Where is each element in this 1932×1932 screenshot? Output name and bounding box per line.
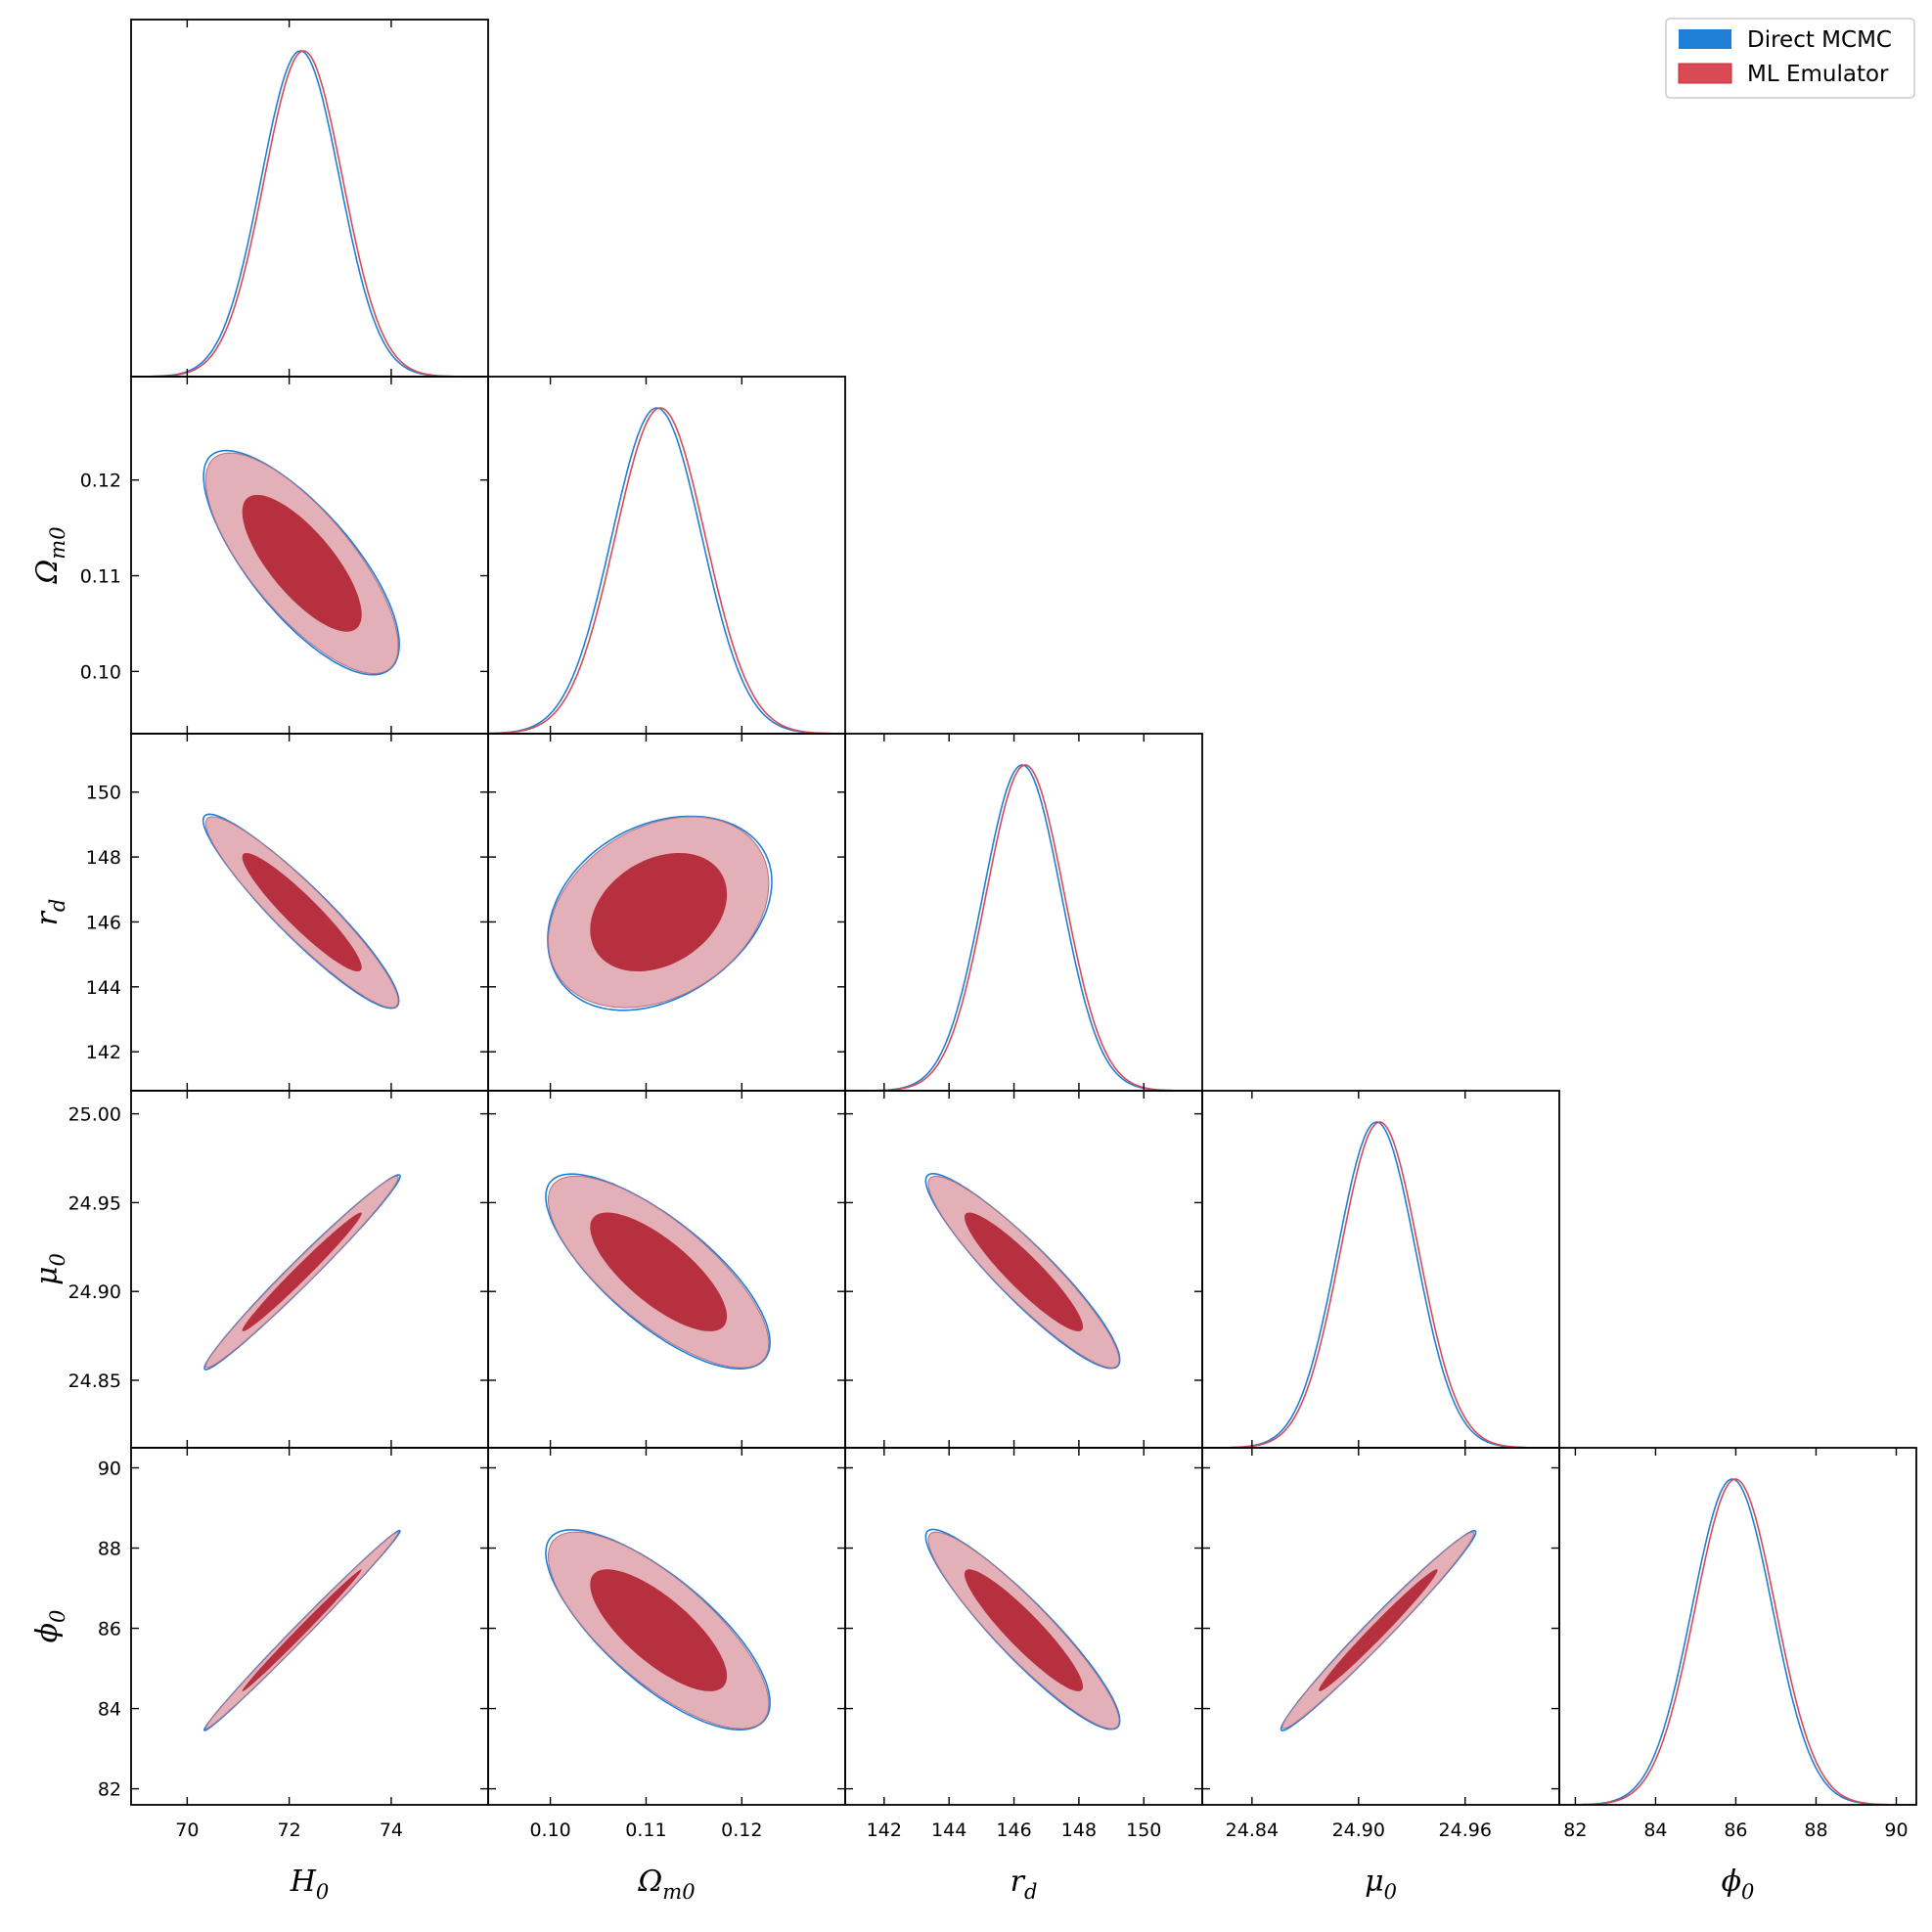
y-tick-label: 86: [98, 1619, 121, 1640]
x-axis-label-4: ϕ0: [1722, 1865, 1755, 1904]
y-tick-label: 150: [86, 783, 121, 804]
x-tick-label: 150: [1126, 1820, 1161, 1841]
panel-4-3: [1280, 1529, 1477, 1731]
x-tick-label: 86: [1724, 1820, 1747, 1841]
panel-1-0: [202, 449, 400, 676]
y-tick-label: 142: [86, 1042, 121, 1063]
contour-outer-direct-mcmc: [545, 1529, 771, 1730]
y-tick-label: 24.85: [68, 1370, 121, 1392]
y-axis-label-3: μ0: [30, 1253, 69, 1285]
x-tick-label: 88: [1804, 1820, 1827, 1841]
x-axis-label-0: H0: [290, 1865, 330, 1904]
contour-inner-ml-emulator: [590, 1569, 728, 1691]
marginal-curve-direct-mcmc: [131, 50, 488, 377]
marginal-curve-direct-mcmc: [845, 764, 1202, 1091]
y-tick-label: 88: [98, 1539, 121, 1560]
panel-frame-3-3: [1201, 1090, 1560, 1449]
panel-2-1: [547, 815, 773, 1011]
panel-3-2: [924, 1173, 1121, 1370]
y-axis-label-1: Ωm0: [30, 526, 69, 584]
panels-layer: 70 72 74 H0 0.10 0.11 0.12 Ωm0 142 144 146 148 150 rd…: [30, 19, 1917, 1904]
panel-frame-4-4: [1558, 1447, 1917, 1806]
x-tick-label: 24.84: [1226, 1820, 1279, 1841]
x-tick-label: 142: [867, 1820, 902, 1841]
x-tick-label: 146: [996, 1820, 1031, 1841]
marginal-curve-ml-emulator: [1559, 1478, 1916, 1805]
panel-3-0: [203, 1174, 401, 1370]
contour-inner-ml-emulator: [1319, 1569, 1438, 1691]
contour-inner-ml-emulator: [242, 853, 362, 971]
y-tick-label: 148: [86, 847, 121, 869]
panel-4-1: [545, 1529, 771, 1730]
legend: Direct MCMC ML Emulator: [1665, 18, 1915, 99]
x-tick-label: 70: [175, 1820, 199, 1841]
x-tick-label: 24.96: [1439, 1820, 1492, 1841]
legend-label-ml-emulator: ML Emulator: [1747, 62, 1889, 87]
marginal-curve-direct-mcmc: [1202, 1121, 1559, 1448]
panel-2-0: [202, 813, 400, 1010]
contour-inner-ml-emulator: [965, 1569, 1083, 1691]
contour-outer-direct-mcmc: [202, 449, 400, 676]
contour-inner-ml-emulator: [242, 1569, 362, 1691]
x-axis-label-1: Ωm0: [637, 1865, 695, 1904]
x-axis-label-2: rd: [1011, 1865, 1038, 1904]
marginal-curve-direct-mcmc: [1559, 1478, 1916, 1805]
y-tick-label: 146: [86, 912, 121, 933]
x-tick-label: 84: [1643, 1820, 1667, 1841]
contour-inner-ml-emulator: [590, 1212, 728, 1331]
panel-4-0: [202, 1529, 401, 1731]
marginal-curve-direct-mcmc: [488, 407, 845, 734]
contour-outer-direct-mcmc: [547, 815, 773, 1011]
x-tick-label: 72: [278, 1820, 301, 1841]
y-tick-label: 25.00: [68, 1104, 121, 1126]
x-tick-label: 148: [1061, 1820, 1097, 1841]
x-tick-label: 144: [931, 1820, 966, 1841]
panel-frame-2-2: [844, 733, 1203, 1092]
contour-inner-ml-emulator: [590, 853, 728, 971]
legend-label-direct-mcmc: Direct MCMC: [1747, 27, 1892, 53]
y-tick-label: 24.95: [68, 1192, 121, 1214]
contour-inner-ml-emulator: [965, 1212, 1083, 1331]
x-tick-label: 0.12: [721, 1820, 762, 1841]
marginal-curve-ml-emulator: [1202, 1121, 1559, 1448]
x-tick-label: 0.11: [625, 1820, 666, 1841]
panel-1-1: [488, 407, 845, 734]
x-tick-label: 74: [380, 1820, 403, 1841]
panel-0-0: [131, 50, 488, 377]
y-axis-label-4: ϕ0: [30, 1610, 69, 1643]
panel-frame-0-0: [130, 19, 489, 378]
marginal-curve-ml-emulator: [488, 407, 845, 734]
panel-4-2: [924, 1528, 1121, 1730]
panel-3-3: [1202, 1121, 1559, 1448]
y-tick-label: 0.12: [80, 471, 121, 492]
y-tick-label: 0.11: [80, 566, 121, 588]
contour-inner-ml-emulator: [242, 494, 362, 632]
legend-swatch-ml-emulator: [1678, 63, 1732, 84]
marginal-curve-ml-emulator: [131, 50, 488, 377]
x-tick-label: 0.10: [529, 1820, 570, 1841]
x-tick-label: 82: [1563, 1820, 1587, 1841]
y-tick-label: 90: [98, 1459, 121, 1480]
contour-outer-direct-mcmc: [545, 1173, 771, 1370]
panel-3-1: [545, 1173, 771, 1370]
panel-frame-1-1: [487, 376, 846, 735]
y-tick-label: 82: [98, 1779, 121, 1801]
contour-inner-ml-emulator: [242, 1212, 362, 1331]
marginal-curve-ml-emulator: [845, 764, 1202, 1091]
x-tick-label: 24.90: [1332, 1820, 1385, 1841]
panel-2-2: [845, 764, 1202, 1091]
panel-4-4: [1559, 1478, 1916, 1805]
y-tick-label: 84: [98, 1699, 121, 1721]
x-tick-label: 90: [1884, 1820, 1908, 1841]
x-axis-label-3: μ0: [1365, 1865, 1397, 1904]
y-tick-label: 24.90: [68, 1281, 121, 1303]
y-axis-label-2: rd: [30, 899, 69, 926]
y-tick-label: 0.10: [80, 661, 121, 683]
y-tick-label: 144: [86, 977, 121, 999]
legend-swatch-direct-mcmc: [1679, 29, 1731, 49]
